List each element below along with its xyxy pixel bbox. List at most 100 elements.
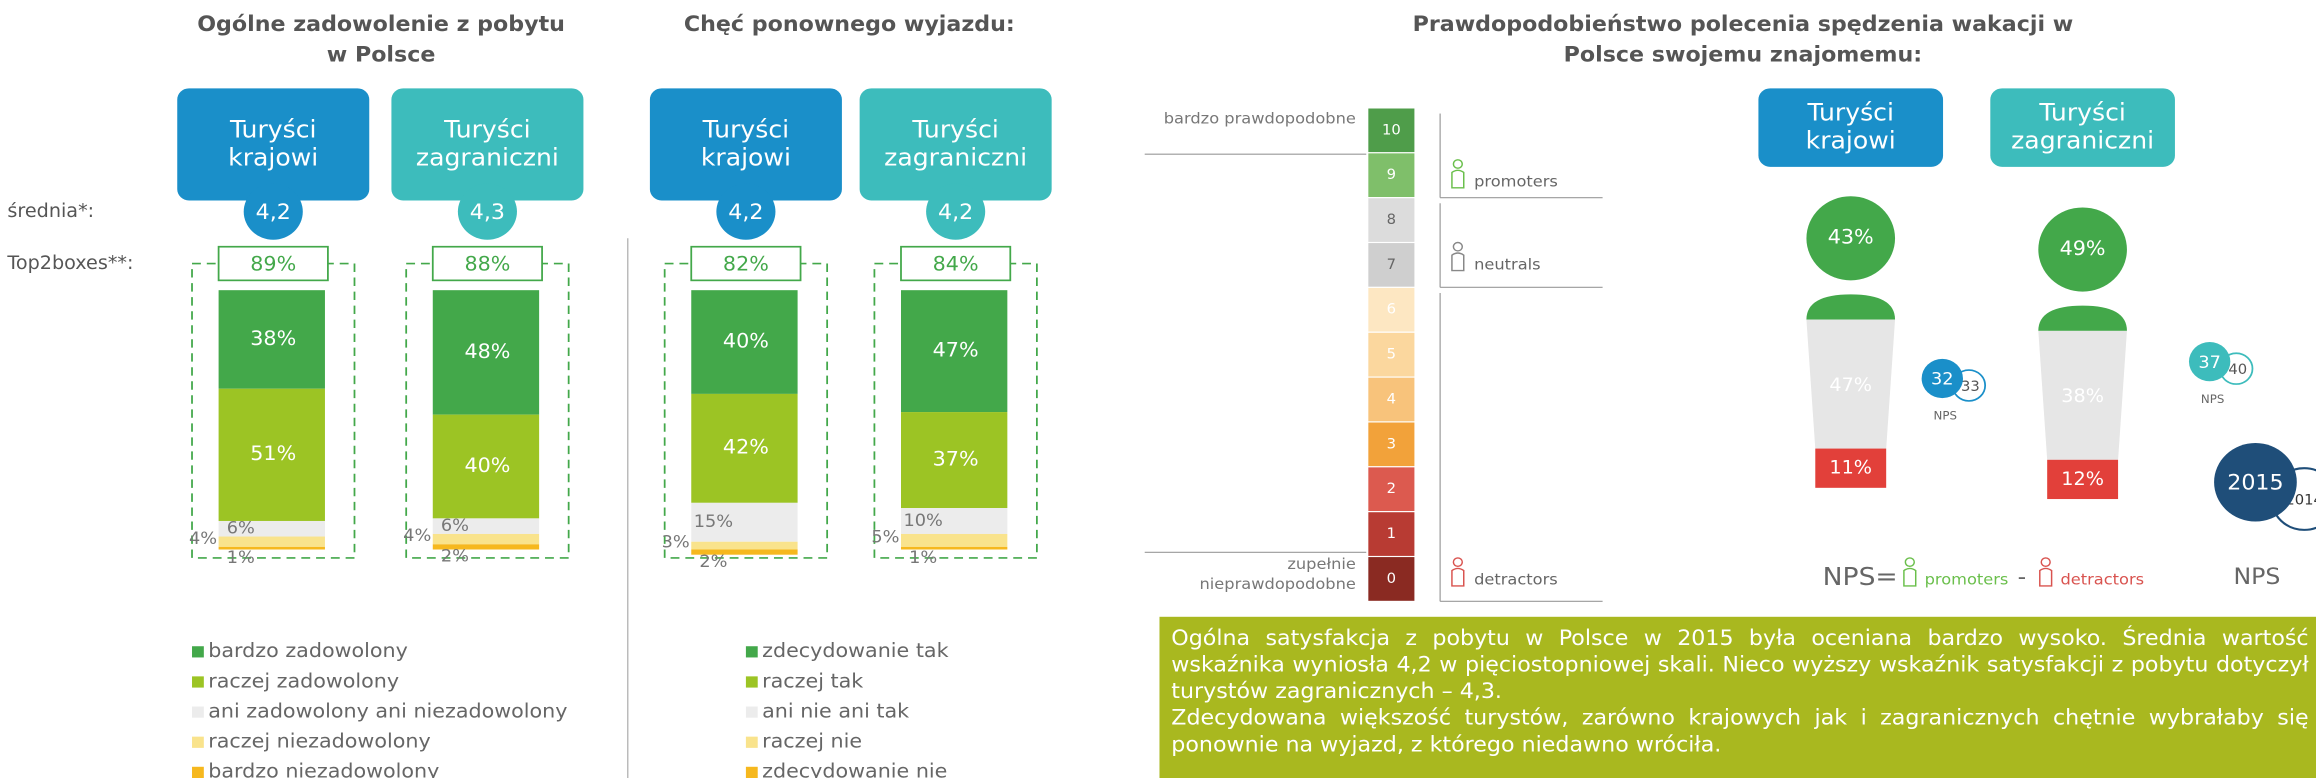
person-icon — [1903, 567, 1917, 587]
person-icon — [1904, 557, 1915, 568]
legend-label: raczej niezadowolony — [208, 729, 431, 752]
scale-cell — [1367, 152, 1416, 199]
top2-label: 88% — [464, 252, 510, 275]
person-icon — [1452, 159, 1464, 169]
person-shoulders — [2038, 305, 2127, 331]
person-icon — [1451, 169, 1465, 189]
legend-label: ani nie ani tak — [762, 699, 909, 722]
bar-segment — [691, 549, 798, 555]
category-label-box: Turyści zagraniczni — [884, 116, 1027, 172]
mean-label: 4,3 — [470, 200, 505, 224]
scale-number: 2 — [1387, 481, 1396, 497]
legend-2015 — [2214, 442, 2297, 522]
scale-number: 5 — [1387, 347, 1396, 363]
segment-label: 10% — [903, 511, 942, 530]
legend-label: raczej nie — [762, 729, 862, 752]
chart-title: Chęć ponownego wyjazdu: — [683, 11, 1015, 37]
person-icon — [1451, 252, 1465, 272]
legend-swatch — [192, 706, 204, 718]
top2-box — [217, 245, 329, 282]
scale-top-label: bardzo prawdopodobne — [1163, 109, 1356, 128]
person-icon — [1452, 557, 1464, 568]
summary-box: Ogólna satysfakcja z pobytu w Polsce w 2… — [1171, 625, 2309, 757]
legend-label: zdecydowanie nie — [762, 759, 947, 778]
legend-swatch — [745, 676, 758, 688]
segment-label: 51% — [250, 442, 296, 465]
person-icon — [1451, 567, 1465, 587]
nps-2015-label: 37 — [2198, 353, 2221, 372]
person-head — [2038, 207, 2127, 292]
top2-label: 84% — [933, 252, 979, 275]
legend-label: raczej zadowolony — [208, 669, 399, 692]
mean-label: 4,2 — [256, 200, 291, 224]
promoters-label: 49% — [2060, 236, 2106, 259]
legend-swatch — [745, 736, 758, 748]
category-label-box: Turyści krajowi — [700, 116, 791, 173]
summary-background — [1159, 616, 2316, 778]
mean-circle — [457, 183, 517, 240]
category-pill — [859, 88, 1052, 201]
mean-circle — [716, 183, 776, 240]
person-body — [1806, 319, 1896, 449]
segment-label: 2% — [699, 552, 727, 571]
category-pill — [649, 88, 842, 201]
nps-2015 — [2188, 342, 2231, 382]
legend-label: ani zadowolony ani niezadowolony — [208, 699, 567, 722]
segment-label: 37% — [933, 447, 979, 470]
category-pill — [391, 88, 584, 201]
bar-segment — [691, 393, 798, 503]
scale-cell — [1367, 466, 1416, 513]
person-icon — [1452, 241, 1464, 252]
promoters-label: 43% — [1828, 225, 1874, 248]
scale-cell — [1367, 286, 1416, 333]
category-label-box: Turyści zagraniczni — [2011, 99, 2155, 156]
bar-segment — [691, 290, 798, 394]
category-label: Turyści zagraniczni — [415, 116, 559, 173]
legend-swatch — [192, 646, 204, 658]
bar-segment — [432, 290, 540, 415]
category-label: Turyści krajowi — [700, 116, 791, 173]
scale-cell — [1367, 376, 1416, 423]
category-label: Turyści krajowi — [228, 116, 319, 173]
bar-segment — [218, 388, 325, 521]
category-label-box: Turyści zagraniczni — [415, 116, 559, 173]
nps-small-label: NPS — [1934, 409, 1957, 423]
scale-number: 6 — [1387, 302, 1396, 318]
bar-segment — [218, 536, 325, 547]
legend-swatch — [192, 676, 204, 688]
chart-title-box: Ogólne zadowolenie z pobytu w Polsce — [197, 11, 565, 67]
formula-term: detractors — [2060, 570, 2144, 588]
scale-cell — [1367, 511, 1416, 558]
scale-cell — [1367, 331, 1416, 378]
summary-paragraph: Zdecydowana większość turystów, zarówno … — [1171, 705, 2309, 757]
mean-circle — [926, 183, 986, 240]
nps-title: Prawdopodobieństwo polecenia spędzenia w… — [1412, 11, 2074, 68]
neutrals-label: 47% — [1829, 375, 1872, 395]
bar-segment — [218, 290, 325, 389]
category-pill — [1990, 88, 2175, 167]
formula-prefix: NPS= — [1823, 562, 1898, 591]
top2-label: 82% — [723, 252, 769, 275]
segment-label: 48% — [464, 339, 510, 362]
top2-box — [690, 245, 802, 282]
bar-segment — [218, 546, 325, 550]
person-head — [1806, 196, 1896, 281]
mean-label: 4,2 — [938, 200, 973, 224]
legend-label: zdecydowanie tak — [762, 639, 949, 662]
segment-label: 1% — [909, 548, 937, 567]
nps-2015 — [1921, 358, 1963, 399]
bar-segment — [432, 518, 540, 534]
category-pill — [177, 88, 370, 201]
segment-label: 42% — [723, 435, 769, 458]
category-label: Turyści zagraniczni — [2011, 99, 2155, 156]
scale-number: 8 — [1387, 212, 1396, 228]
person-body — [2038, 330, 2127, 460]
segment-label: 5% — [871, 528, 899, 547]
segment-label: 40% — [723, 329, 769, 352]
bar-segment — [432, 414, 540, 519]
scale-cell — [1367, 421, 1416, 468]
segment-label: 6% — [227, 519, 255, 538]
bar-segment — [691, 502, 798, 542]
